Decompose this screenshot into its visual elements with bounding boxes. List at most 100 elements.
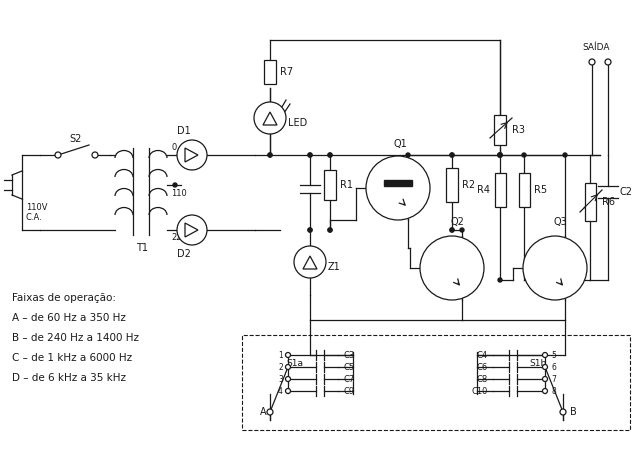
Text: D – de 6 kHz a 35 kHz: D – de 6 kHz a 35 kHz [12, 373, 126, 383]
Circle shape [605, 59, 611, 65]
Text: 0: 0 [171, 142, 176, 151]
Text: Q1: Q1 [393, 139, 407, 149]
Text: S1a: S1a [286, 358, 303, 367]
Text: C8: C8 [477, 374, 488, 383]
Text: Q3: Q3 [553, 217, 567, 227]
Text: 110V: 110V [26, 202, 47, 211]
Text: SAÍDA: SAÍDA [582, 44, 610, 53]
Text: R4: R4 [477, 185, 490, 195]
Circle shape [460, 228, 464, 232]
Circle shape [308, 228, 312, 232]
Circle shape [328, 153, 332, 157]
Circle shape [498, 278, 502, 282]
Text: A: A [260, 407, 266, 417]
Text: C10: C10 [472, 387, 488, 396]
Circle shape [543, 352, 547, 357]
Bar [384, 180, 412, 186]
Text: 7: 7 [551, 374, 556, 383]
Bar [495, 173, 506, 207]
Bar [264, 60, 276, 84]
Circle shape [450, 153, 454, 157]
Text: C3: C3 [343, 351, 355, 360]
Text: C5: C5 [343, 362, 354, 371]
Text: D1: D1 [177, 126, 191, 136]
Circle shape [308, 153, 312, 157]
Circle shape [589, 59, 595, 65]
Text: R5: R5 [534, 185, 547, 195]
Circle shape [285, 377, 291, 382]
Text: C4: C4 [477, 351, 488, 360]
Text: C.A.: C.A. [26, 212, 43, 221]
Text: 5: 5 [551, 351, 556, 360]
Text: C – de 1 kHz a 6000 Hz: C – de 1 kHz a 6000 Hz [12, 353, 132, 363]
Circle shape [498, 153, 502, 157]
Text: 2: 2 [278, 362, 283, 371]
Bar [446, 168, 458, 202]
Circle shape [177, 215, 207, 245]
Text: R2: R2 [462, 180, 475, 190]
Circle shape [92, 152, 98, 158]
Circle shape [254, 102, 286, 134]
Text: C2: C2 [620, 187, 633, 197]
Text: 3: 3 [278, 374, 283, 383]
Text: C6: C6 [477, 362, 488, 371]
Circle shape [522, 153, 526, 157]
Circle shape [366, 156, 430, 220]
Text: 220: 220 [171, 233, 187, 242]
Circle shape [268, 153, 272, 157]
Bar [242, 335, 630, 430]
Circle shape [285, 388, 291, 393]
Text: C1: C1 [323, 184, 336, 194]
Text: 1: 1 [278, 351, 283, 360]
Circle shape [543, 365, 547, 370]
Text: T1: T1 [136, 243, 148, 253]
Bar [584, 183, 595, 221]
Text: 4: 4 [278, 387, 283, 396]
Text: 8: 8 [551, 387, 556, 396]
Circle shape [450, 228, 454, 232]
Text: C9: C9 [343, 387, 354, 396]
Text: LED: LED [288, 118, 307, 128]
Circle shape [173, 183, 177, 187]
Text: S2: S2 [70, 134, 82, 144]
Circle shape [328, 228, 332, 232]
Circle shape [268, 153, 272, 157]
Text: 6: 6 [551, 362, 556, 371]
Circle shape [55, 152, 61, 158]
Circle shape [267, 409, 273, 415]
Text: Faixas de operação:: Faixas de operação: [12, 293, 116, 303]
Circle shape [328, 153, 332, 157]
Circle shape [294, 246, 326, 278]
Circle shape [498, 153, 502, 157]
Circle shape [308, 153, 312, 157]
Circle shape [543, 388, 547, 393]
Circle shape [498, 153, 502, 157]
Circle shape [450, 228, 454, 232]
Bar [324, 170, 336, 200]
Text: R1: R1 [340, 180, 353, 190]
Text: S1b: S1b [530, 358, 547, 367]
Circle shape [543, 377, 547, 382]
Text: A – de 60 Hz a 350 Hz: A – de 60 Hz a 350 Hz [12, 313, 126, 323]
Text: D2: D2 [177, 249, 191, 259]
Circle shape [523, 236, 587, 300]
Circle shape [328, 228, 332, 232]
Circle shape [563, 153, 567, 157]
Text: 110: 110 [171, 189, 187, 198]
Circle shape [560, 409, 566, 415]
Circle shape [285, 365, 291, 370]
Circle shape [308, 228, 312, 232]
Text: Q2: Q2 [450, 217, 464, 227]
Bar [494, 115, 506, 145]
Text: B: B [570, 407, 577, 417]
Circle shape [285, 352, 291, 357]
Text: B – de 240 Hz a 1400 Hz: B – de 240 Hz a 1400 Hz [12, 333, 139, 343]
Circle shape [420, 236, 484, 300]
Circle shape [406, 153, 410, 157]
Bar [518, 173, 529, 207]
Text: R7: R7 [280, 67, 293, 77]
Text: Z1: Z1 [328, 262, 340, 272]
Circle shape [177, 140, 207, 170]
Circle shape [498, 153, 502, 157]
Circle shape [450, 153, 454, 157]
